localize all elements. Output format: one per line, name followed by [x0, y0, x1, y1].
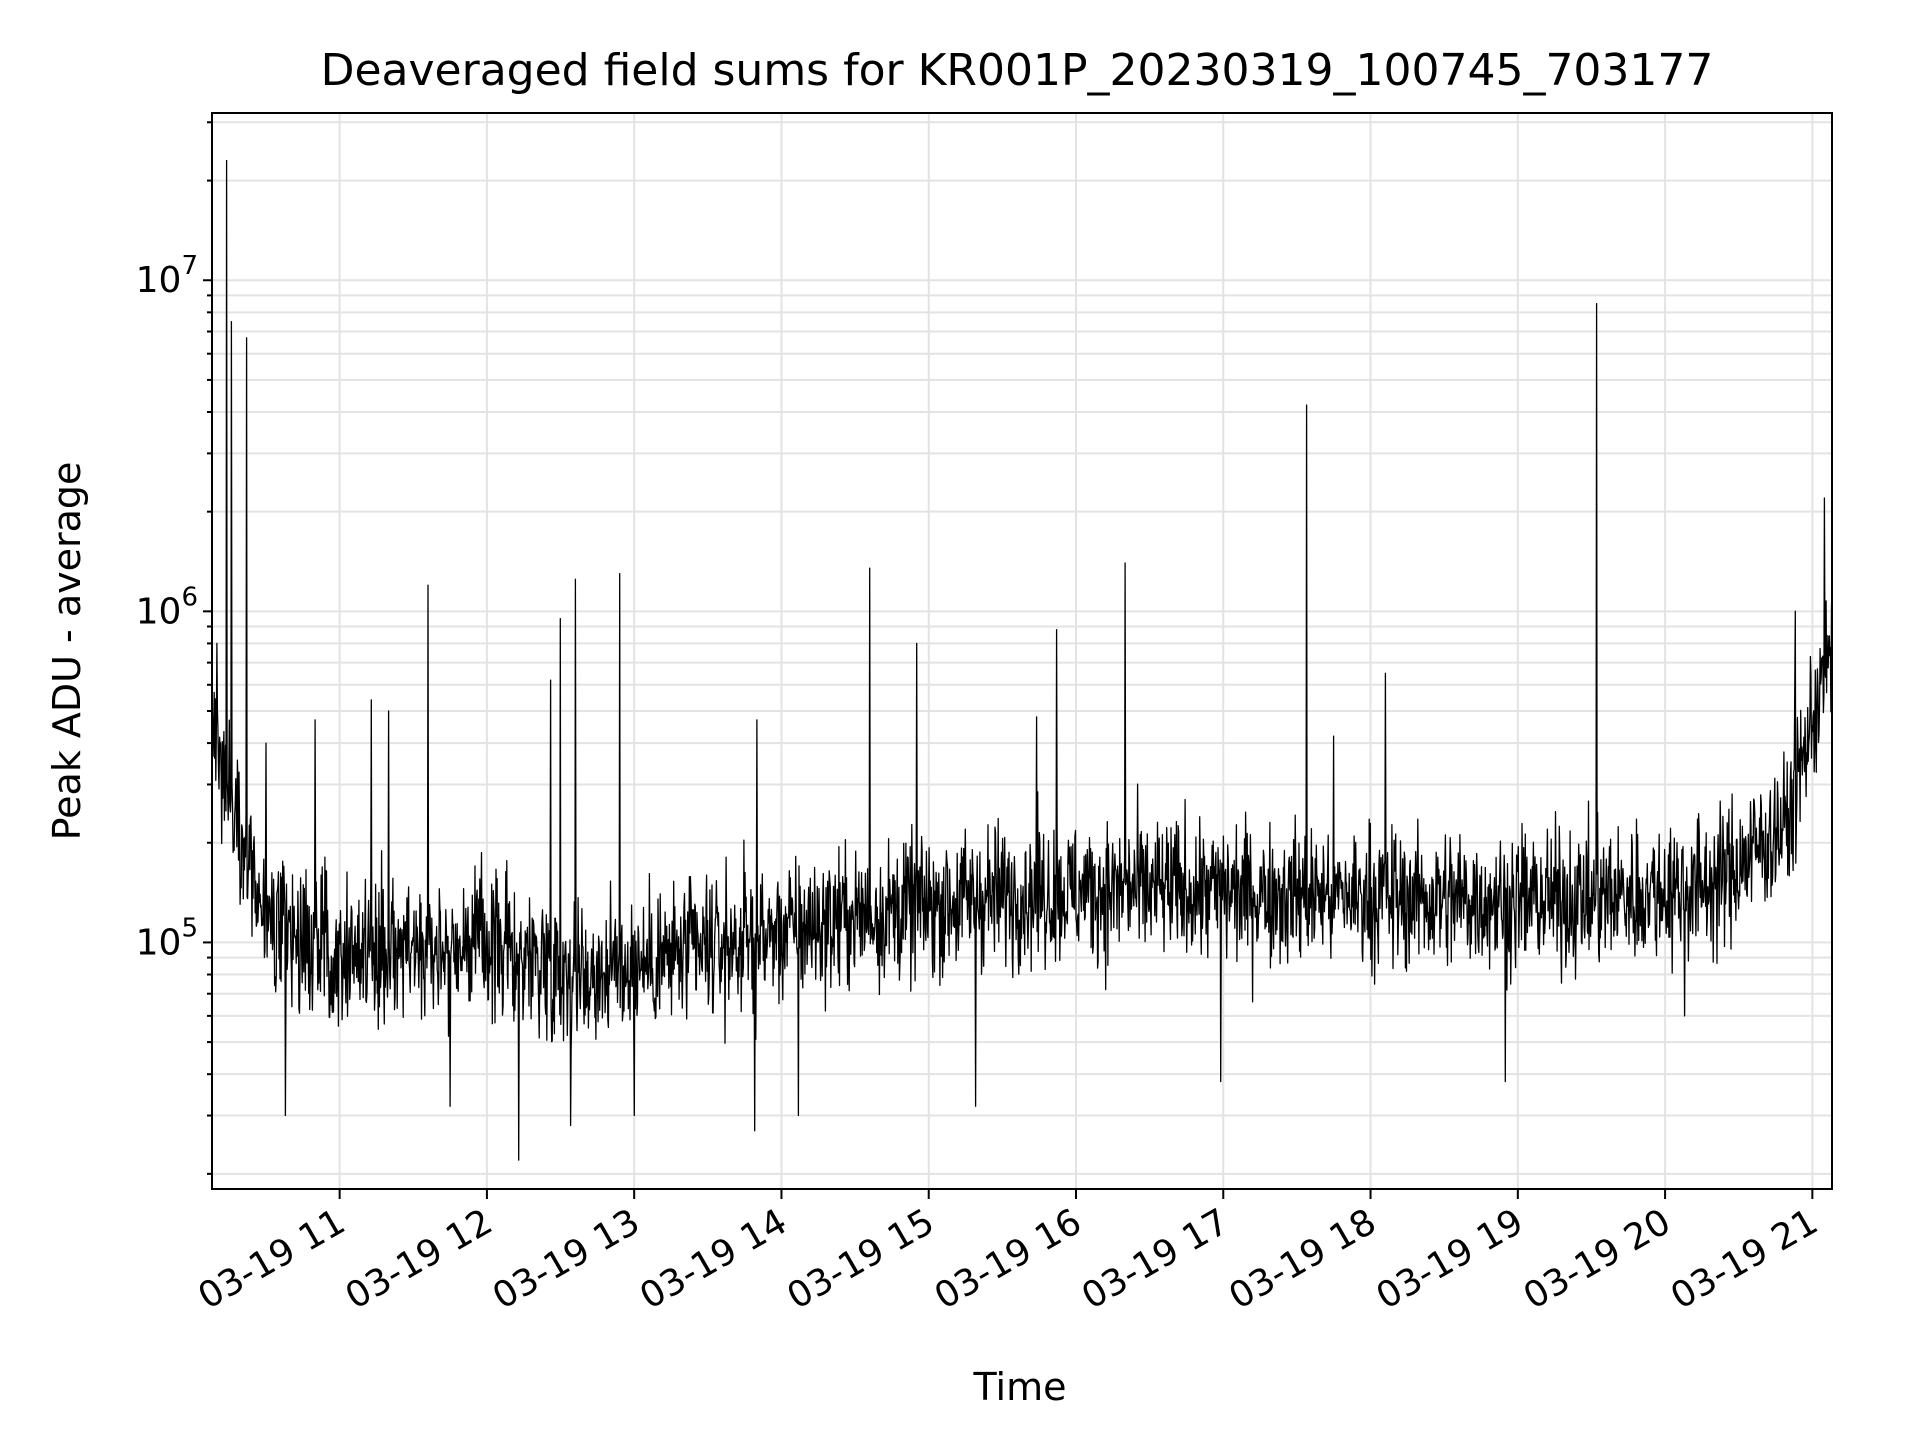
y-tick-label: 107 [136, 251, 198, 301]
chart-title: Deaveraged field sums for KR001P_2023031… [321, 45, 1714, 96]
series-line [211, 159, 1833, 1161]
plot-frame [211, 112, 1833, 1190]
y-axis-label: Peak ADU - average [45, 462, 89, 841]
x-axis-label: Time [973, 1365, 1067, 1409]
data-series [211, 159, 1833, 1161]
y-tick-label: 106 [136, 582, 198, 632]
y-tick-label: 105 [136, 913, 198, 963]
